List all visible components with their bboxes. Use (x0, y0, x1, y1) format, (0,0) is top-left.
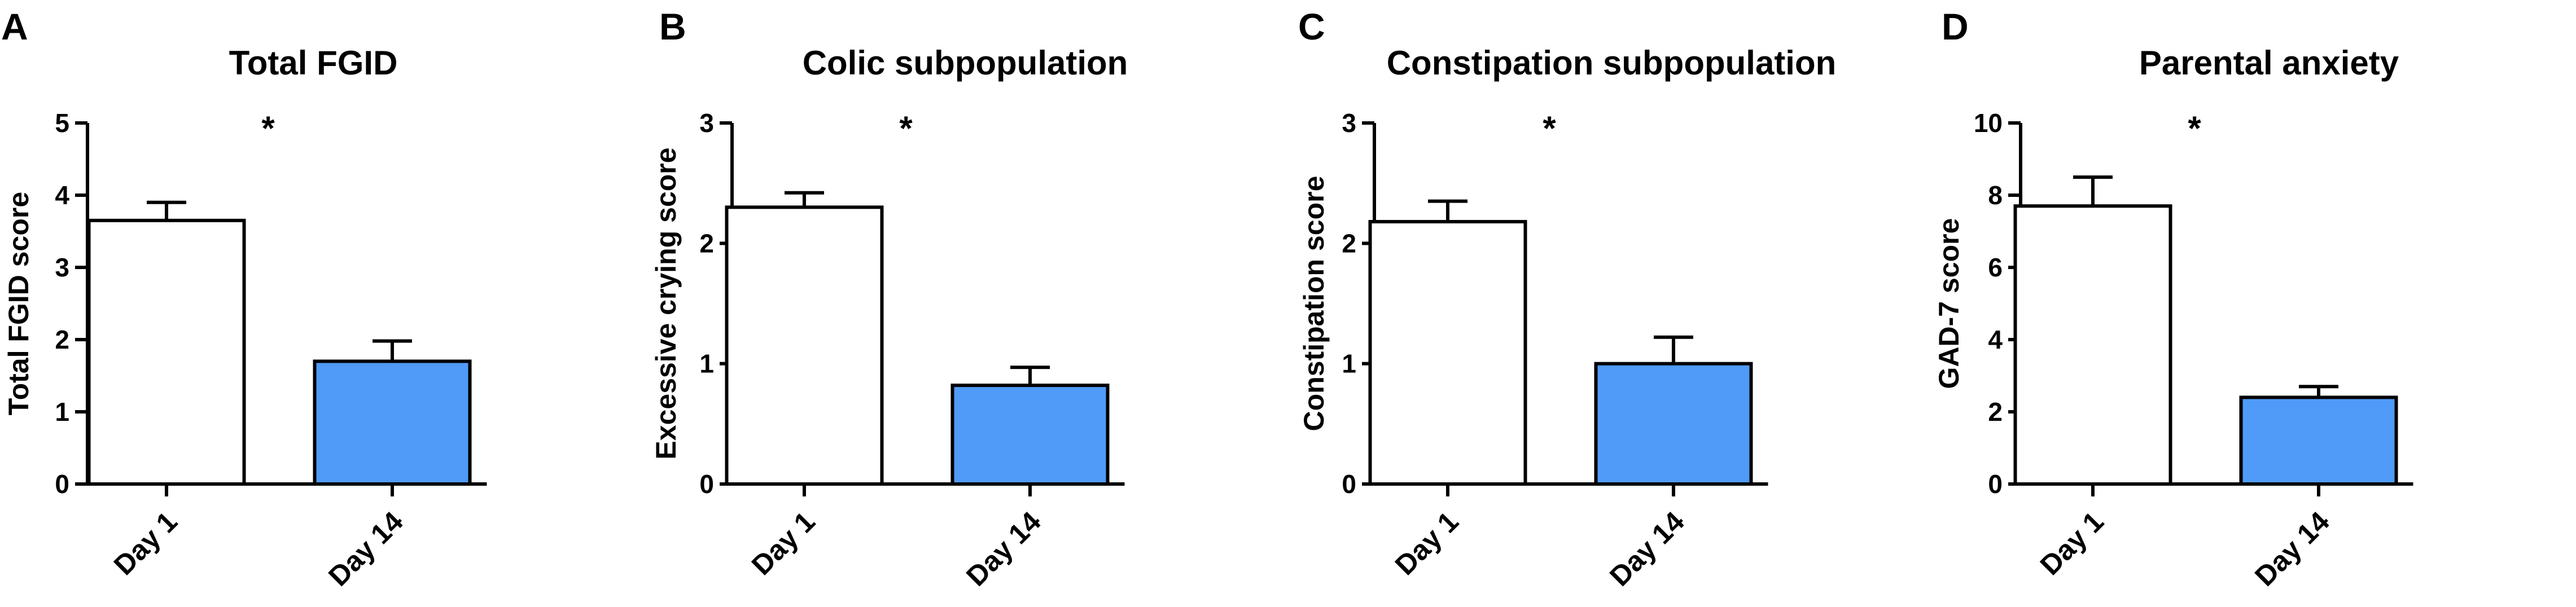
bar-day-14 (2239, 395, 2398, 486)
y-tick-label: 5 (55, 108, 69, 138)
x-tick-label: Day 14 (960, 505, 1047, 592)
y-tick-label: 1 (699, 349, 714, 379)
x-tick-label: Day 1 (1389, 505, 1465, 581)
y-tick-label: 0 (1988, 469, 2003, 499)
x-tick-label: Day 1 (2034, 505, 2110, 581)
chart-title: Colic subpopulation (803, 44, 1128, 82)
bar-day-14 (950, 384, 1110, 486)
x-tick-label: Day 1 (108, 505, 183, 581)
significance-marker: * (2188, 109, 2201, 147)
significance-marker: * (1543, 109, 1556, 147)
y-axis-label: GAD-7 score (1933, 218, 1965, 389)
chart-title: Total FGID (229, 44, 398, 82)
y-tick-label: 2 (55, 325, 69, 354)
chart-panel-b: B Colic subpopulation 0 1 2 3 Excessive crying… (650, 6, 1128, 592)
bar-day-14 (1594, 362, 1753, 486)
chart-panel-a: A Total FGID 0 1 2 3 4 5 Total FGID score Day 1 Da… (1, 6, 487, 592)
y-tick-label: 1 (55, 397, 69, 426)
y-axis-label: Excessive crying score (650, 147, 682, 459)
chart-title: Parental anxiety (2139, 44, 2399, 82)
y-axis-label: Total FGID score (3, 192, 34, 415)
y-tick-label: 2 (699, 228, 714, 258)
bar-day-1 (87, 218, 246, 486)
y-tick-label: 8 (1988, 181, 2003, 210)
y-tick-label: 0 (699, 469, 714, 499)
y-tick-label: 6 (1988, 253, 2003, 282)
y-tick-label: 2 (1342, 228, 1356, 258)
bar-day-1 (1368, 219, 1527, 486)
y-tick-label: 2 (1988, 397, 2003, 426)
y-tick-label: 1 (1342, 349, 1356, 379)
bar-day-14 (313, 359, 472, 486)
x-tick-label: Day 1 (746, 505, 821, 581)
bar-day-1 (725, 205, 884, 486)
significance-marker: * (899, 109, 913, 147)
y-tick-label: 3 (1342, 108, 1356, 138)
y-tick-label: 4 (1988, 325, 2003, 354)
x-tick-label: Day 14 (322, 505, 409, 592)
x-tick-label: Day 14 (2249, 505, 2336, 592)
panel-letter: D (1942, 6, 1969, 47)
chart-panel-c: C Constipation subpopulation 0 1 2 3 Constipat… (1298, 6, 1836, 592)
bar-day-1 (2013, 204, 2172, 486)
chart-title: Constipation subpopulation (1387, 44, 1837, 82)
y-tick-label: 10 (1974, 108, 2003, 138)
y-tick-label: 3 (699, 108, 714, 138)
panel-letter: A (1, 6, 28, 47)
y-tick-label: 4 (55, 181, 69, 210)
y-tick-label: 0 (55, 469, 69, 499)
x-tick-label: Day 14 (1604, 505, 1690, 592)
panel-letter: B (659, 6, 686, 47)
significance-marker: * (261, 109, 275, 147)
panel-letter: C (1298, 6, 1325, 47)
y-tick-label: 3 (55, 253, 69, 282)
y-axis-label: Constipation score (1298, 176, 1330, 432)
y-tick-label: 0 (1342, 469, 1356, 499)
chart-panel-d: D Parental anxiety 0 2 4 6 8 10 GAD-7 score Day 1… (1933, 6, 2413, 592)
